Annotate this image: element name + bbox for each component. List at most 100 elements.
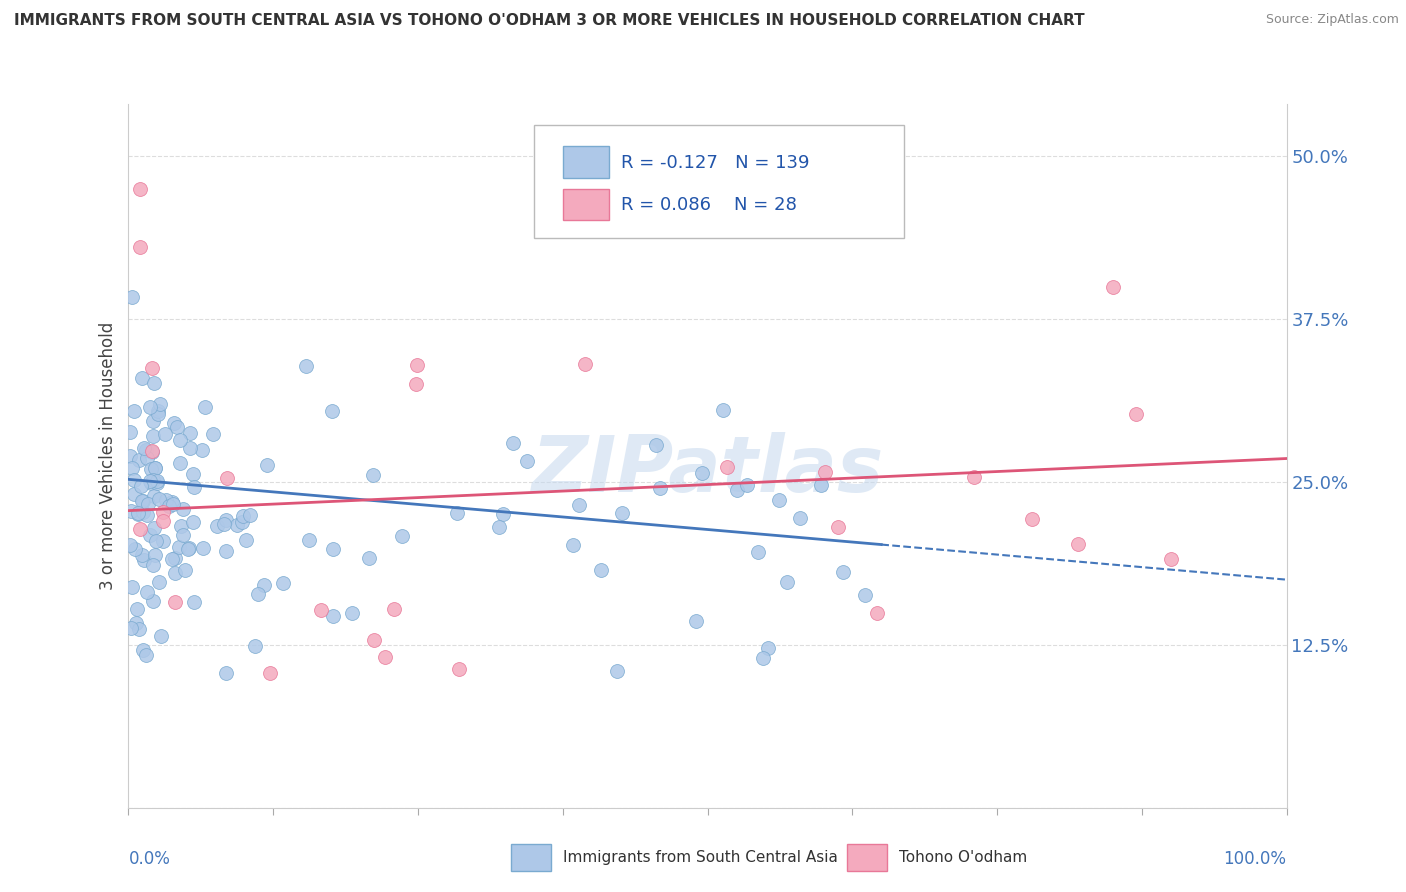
Point	[361, 467, 384, 482]
Point	[256, 458, 278, 472]
Point	[606, 665, 628, 679]
Point	[711, 403, 734, 417]
Point	[183, 480, 205, 494]
Point	[179, 441, 201, 455]
Point	[169, 456, 191, 470]
Point	[179, 425, 201, 440]
Point	[447, 662, 470, 676]
Point	[160, 494, 183, 508]
Point	[163, 595, 186, 609]
Point	[142, 473, 165, 487]
Point	[134, 441, 156, 455]
Point	[243, 639, 266, 653]
Point	[1067, 537, 1090, 551]
Point	[125, 615, 148, 630]
Point	[155, 492, 177, 507]
FancyBboxPatch shape	[846, 844, 887, 871]
Point	[160, 552, 183, 566]
Point	[149, 630, 172, 644]
Point	[129, 522, 152, 536]
Point	[163, 416, 186, 430]
Point	[322, 608, 344, 623]
Point	[143, 521, 166, 535]
Point	[181, 515, 204, 529]
Point	[226, 518, 249, 533]
Point	[132, 505, 155, 519]
Point	[167, 540, 190, 554]
Point	[201, 426, 224, 441]
Point	[148, 491, 170, 506]
Point	[214, 516, 236, 531]
Point	[142, 558, 165, 573]
Point	[163, 566, 186, 580]
Text: Tohono O'odham: Tohono O'odham	[898, 850, 1026, 865]
Point	[246, 587, 269, 601]
Point	[141, 360, 163, 375]
Point	[131, 370, 153, 384]
Point	[127, 508, 149, 522]
Point	[153, 427, 176, 442]
Point	[136, 450, 159, 465]
Point	[810, 477, 832, 491]
Point	[488, 520, 510, 534]
Text: Source: ZipAtlas.com: Source: ZipAtlas.com	[1265, 13, 1399, 27]
Point	[145, 474, 167, 488]
Point	[183, 595, 205, 609]
Point	[145, 476, 167, 491]
Point	[716, 459, 738, 474]
Point	[120, 621, 142, 635]
Point	[205, 519, 228, 533]
Point	[1160, 551, 1182, 566]
Point	[866, 606, 889, 620]
Point	[148, 408, 170, 422]
Point	[502, 436, 524, 450]
Point	[169, 519, 191, 533]
Point	[173, 563, 195, 577]
Point	[132, 553, 155, 567]
Point	[127, 506, 149, 520]
Point	[756, 640, 779, 655]
Point	[516, 454, 538, 468]
Point	[574, 357, 596, 371]
Point	[121, 290, 143, 304]
Point	[136, 585, 159, 599]
Point	[357, 551, 380, 566]
Point	[135, 648, 157, 662]
Point	[231, 516, 253, 530]
Point	[340, 606, 363, 620]
Point	[162, 497, 184, 511]
Point	[322, 541, 344, 556]
Point	[132, 642, 155, 657]
Point	[831, 566, 853, 580]
Point	[648, 482, 671, 496]
Point	[321, 403, 343, 417]
Point	[141, 444, 163, 458]
Point	[121, 460, 143, 475]
Point	[727, 483, 749, 497]
Point	[172, 528, 194, 542]
Point	[752, 651, 775, 665]
Point	[145, 460, 167, 475]
Point	[124, 541, 146, 556]
Point	[139, 474, 162, 488]
Point	[446, 506, 468, 520]
Point	[118, 425, 141, 439]
Point	[152, 514, 174, 528]
Point	[139, 476, 162, 491]
Point	[363, 633, 385, 648]
Point	[271, 576, 294, 591]
Point	[382, 602, 405, 616]
Point	[1125, 407, 1147, 421]
Point	[194, 400, 217, 414]
FancyBboxPatch shape	[510, 844, 551, 871]
Point	[405, 376, 427, 391]
Point	[963, 469, 986, 483]
Point	[163, 551, 186, 566]
Point	[259, 666, 281, 681]
FancyBboxPatch shape	[562, 146, 609, 178]
Point	[142, 489, 165, 503]
Point	[136, 497, 159, 511]
Point	[814, 465, 837, 479]
Point	[215, 543, 238, 558]
Point	[131, 549, 153, 563]
